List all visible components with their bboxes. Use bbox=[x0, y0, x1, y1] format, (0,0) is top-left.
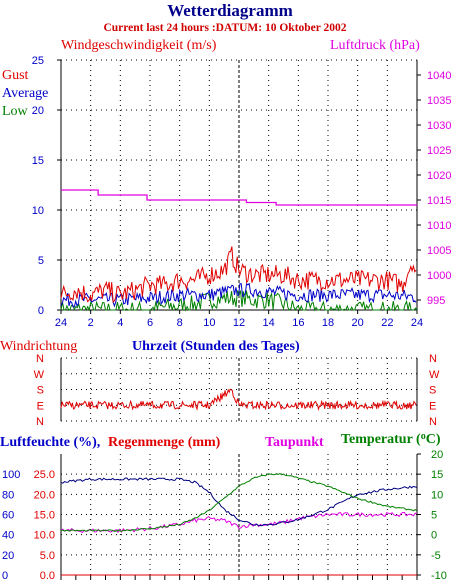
time-tick-label: 14 bbox=[263, 317, 275, 329]
direction-tick-label-left: E bbox=[37, 400, 44, 412]
rain-tick-label: 0.0 bbox=[40, 570, 55, 582]
rain-tick-label: 5.0 bbox=[40, 550, 55, 562]
wind-direction-plot: N NW WS SE EN N bbox=[34, 353, 440, 428]
pressure-tick-label: 1000 bbox=[427, 270, 451, 282]
time-tick-label: 24 bbox=[411, 317, 423, 329]
wind-speed-tick-label: 0 bbox=[38, 305, 44, 317]
pressure-tick-label: 1005 bbox=[427, 245, 451, 257]
wind-speed-tick-label: 10 bbox=[32, 205, 44, 217]
wind-direction-label: Windrichtung bbox=[0, 339, 77, 354]
temperature-legend: Temperatur (oC) bbox=[341, 431, 441, 447]
wind-speed-tick-label: 20 bbox=[32, 105, 44, 117]
pressure-tick-label: 995 bbox=[427, 295, 445, 307]
temperature-tick-label: 0 bbox=[431, 530, 437, 542]
gust-wind-line bbox=[60, 246, 417, 303]
time-tick-label: 24 bbox=[55, 317, 67, 329]
temperature-tick-label: 20 bbox=[431, 449, 443, 461]
time-tick-label: 2 bbox=[88, 317, 94, 329]
direction-tick-label-right: N bbox=[429, 416, 437, 428]
humidity-tick-label: 80 bbox=[2, 489, 14, 501]
temperature-unit: C) bbox=[426, 432, 441, 447]
pressure-tick-label: 1035 bbox=[427, 95, 451, 107]
time-tick-label: 22 bbox=[381, 317, 393, 329]
humidity-line bbox=[60, 477, 418, 527]
pressure-tick-label: 1015 bbox=[427, 195, 451, 207]
rain-axis-label: Regenmenge (mm) bbox=[108, 435, 221, 450]
temperature-tick-label: -10 bbox=[431, 570, 447, 582]
time-tick-label: 12 bbox=[233, 317, 245, 329]
pressure-tick-label: 1010 bbox=[427, 220, 451, 232]
legend-gust: Gust bbox=[2, 68, 29, 83]
dewpoint-legend: Taupunkt bbox=[265, 435, 324, 450]
wind-speed-tick-label: 15 bbox=[32, 155, 44, 167]
direction-tick-label-left: S bbox=[37, 385, 44, 397]
temperature-tick-label: -5 bbox=[431, 550, 441, 562]
time-tick-label: 10 bbox=[203, 317, 215, 329]
pressure-tick-label: 1025 bbox=[427, 145, 451, 157]
time-tick-label: 20 bbox=[352, 317, 364, 329]
time-tick-label: 8 bbox=[177, 317, 183, 329]
temperature-label-text: Temperatur ( bbox=[341, 432, 421, 447]
chart-title: Wetterdiagramm bbox=[167, 1, 293, 20]
time-tick-label: 16 bbox=[292, 317, 304, 329]
direction-tick-label-left: W bbox=[34, 369, 45, 381]
temperature-line bbox=[60, 473, 418, 532]
wind-speed-axis-label: Windgeschwindigkeit (m/s) bbox=[61, 38, 217, 53]
chart-subtitle: Current last 24 hours :DATUM: 10 Oktober… bbox=[103, 22, 346, 34]
time-tick-label: 6 bbox=[147, 317, 153, 329]
pressure-axis-label: Luftdruck (hPa) bbox=[330, 38, 420, 53]
climate-plot: 0 20 40 60 80 100 0.0 5.0 10.0 15.0 20.0 25.0 -10 -5 0… bbox=[2, 449, 447, 582]
rain-tick-label: 10.0 bbox=[34, 530, 55, 542]
rain-tick-label: 20.0 bbox=[34, 489, 55, 501]
time-axis-label: Uhrzeit (Stunden des Tages) bbox=[132, 339, 300, 354]
time-tick-label: 18 bbox=[322, 317, 334, 329]
humidity-tick-label: 100 bbox=[2, 469, 20, 481]
legend-average: Average bbox=[2, 86, 48, 101]
humidity-tick-label: 0 bbox=[2, 570, 8, 582]
temperature-tick-label: 15 bbox=[431, 469, 443, 481]
humidity-tick-label: 40 bbox=[2, 530, 14, 542]
pressure-tick-label: 1040 bbox=[427, 70, 451, 82]
time-tick-label: 4 bbox=[117, 317, 123, 329]
rain-tick-label: 25.0 bbox=[34, 469, 55, 481]
direction-tick-label-left: N bbox=[36, 416, 44, 428]
legend-low: Low bbox=[2, 104, 29, 119]
pressure-tick-label: 1030 bbox=[427, 120, 451, 132]
temperature-tick-label: 5 bbox=[431, 510, 437, 522]
direction-tick-label-right: W bbox=[429, 369, 440, 381]
degree-symbol: o bbox=[421, 431, 426, 442]
pressure-line bbox=[61, 189, 417, 206]
direction-tick-label-left: N bbox=[36, 353, 44, 365]
direction-tick-label-right: N bbox=[429, 353, 437, 365]
wind-pressure-plot: 0510152025995100010051010101510201025103… bbox=[32, 55, 452, 329]
humidity-axis-label: Luftfeuchte (%), bbox=[0, 435, 100, 450]
humidity-tick-label: 20 bbox=[2, 550, 14, 562]
temperature-tick-label: 10 bbox=[431, 489, 443, 501]
dewpoint-line bbox=[60, 511, 418, 534]
direction-tick-label-right: S bbox=[429, 385, 436, 397]
direction-tick-label-right: E bbox=[429, 400, 436, 412]
wind-speed-tick-label: 5 bbox=[38, 255, 44, 267]
rain-tick-label: 15.0 bbox=[34, 510, 55, 522]
pressure-tick-label: 1020 bbox=[427, 170, 451, 182]
average-wind-line bbox=[60, 282, 417, 308]
wind-direction-line bbox=[60, 388, 417, 411]
wind-speed-tick-label: 25 bbox=[32, 55, 44, 67]
humidity-tick-label: 60 bbox=[2, 510, 14, 522]
